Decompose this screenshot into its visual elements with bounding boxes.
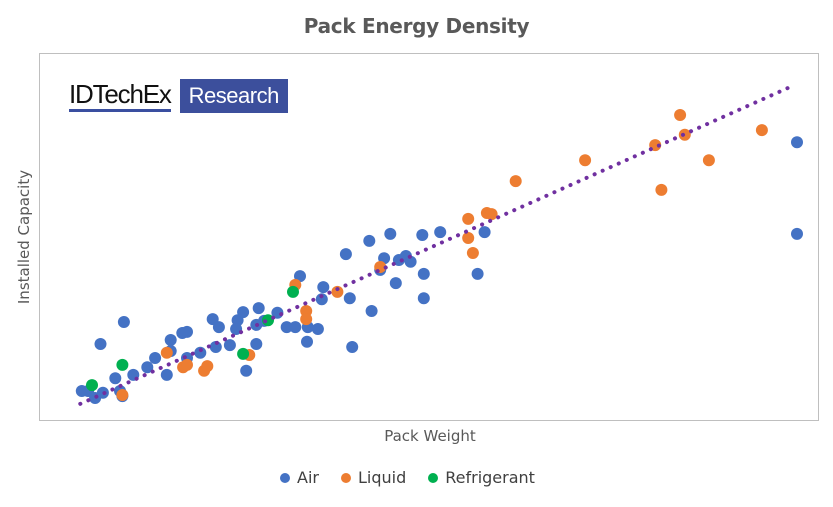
point-air-53	[416, 229, 429, 241]
point-air-54	[417, 292, 430, 305]
point-liquid-0	[116, 389, 129, 401]
point-liquid-20	[655, 183, 668, 196]
point-air-5	[117, 316, 130, 328]
point-refrigerant-4	[287, 285, 299, 298]
legend-marker-refrigerant	[428, 472, 439, 483]
point-air-12	[160, 368, 173, 381]
point-liquid-23	[702, 154, 715, 167]
point-liquid-12	[462, 212, 475, 225]
point-air-21	[209, 341, 222, 353]
point-liquid-5	[201, 360, 214, 373]
point-air-18	[194, 346, 207, 359]
point-air-48	[389, 277, 402, 290]
point-liquid-17	[509, 175, 522, 188]
legend-item-refrigerant: Refrigerant	[428, 468, 535, 487]
point-liquid-1	[160, 346, 173, 359]
point-liquid-10	[331, 285, 344, 298]
point-air-51	[404, 255, 417, 268]
point-air-35	[301, 335, 313, 348]
point-air-32	[280, 321, 293, 334]
points-layer	[75, 109, 803, 404]
point-air-44	[365, 305, 378, 317]
point-liquid-24	[755, 124, 768, 137]
legend-label-refrigerant: Refrigerant	[445, 468, 535, 487]
point-refrigerant-2	[237, 347, 250, 360]
point-liquid-18	[579, 154, 592, 167]
point-liquid-14	[466, 247, 479, 259]
point-air-47	[384, 227, 397, 240]
plot-area	[39, 53, 819, 421]
idtechex-logo: IDTechEx Research	[69, 79, 288, 113]
point-air-59	[791, 227, 803, 240]
point-liquid-21	[674, 109, 687, 121]
point-air-10	[141, 361, 154, 374]
point-air-41	[346, 341, 359, 353]
point-air-25	[237, 306, 250, 319]
point-air-38	[317, 281, 330, 294]
y-axis-label: Installed Capacity	[15, 169, 33, 305]
point-air-27	[250, 338, 263, 350]
legend-marker-air	[280, 472, 290, 483]
point-refrigerant-0	[86, 379, 98, 392]
point-air-16	[181, 325, 193, 338]
point-air-4	[94, 338, 107, 350]
point-liquid-16	[485, 208, 498, 221]
legend-marker-liquid	[340, 472, 351, 483]
point-refrigerant-1	[116, 358, 129, 371]
point-air-28	[252, 302, 265, 315]
point-air-57	[478, 226, 491, 239]
point-air-26	[240, 364, 253, 377]
point-air-20	[212, 321, 225, 334]
legend: Air Liquid Refrigerant	[280, 468, 557, 487]
point-air-43	[363, 234, 376, 247]
point-liquid-13	[462, 232, 475, 244]
point-air-34	[294, 270, 306, 283]
point-air-33	[289, 321, 302, 334]
point-air-11	[149, 352, 162, 364]
trendline-layer	[78, 84, 795, 406]
logo-brand: IDTechEx	[69, 80, 172, 112]
point-air-40	[343, 292, 356, 305]
point-liquid-3	[181, 358, 193, 371]
legend-item-liquid: Liquid	[340, 468, 407, 487]
chart-title: Pack Energy Density	[303, 14, 530, 38]
point-air-39	[315, 293, 328, 306]
logo-tag: Research	[179, 79, 288, 113]
legend-label-liquid: Liquid	[357, 468, 407, 487]
point-air-13	[164, 334, 177, 346]
point-air-55	[434, 226, 447, 239]
trendline	[78, 84, 795, 406]
point-air-56	[471, 267, 484, 280]
point-air-52	[417, 267, 430, 280]
point-air-37	[311, 323, 324, 335]
point-air-6	[109, 372, 122, 385]
point-air-22	[223, 339, 236, 352]
point-air-42	[339, 248, 352, 261]
x-axis-label: Pack Weight	[384, 427, 476, 445]
point-liquid-9	[300, 313, 313, 326]
point-air-58	[791, 136, 803, 149]
legend-label-air: Air	[297, 468, 319, 487]
legend-item-air: Air	[280, 468, 319, 487]
